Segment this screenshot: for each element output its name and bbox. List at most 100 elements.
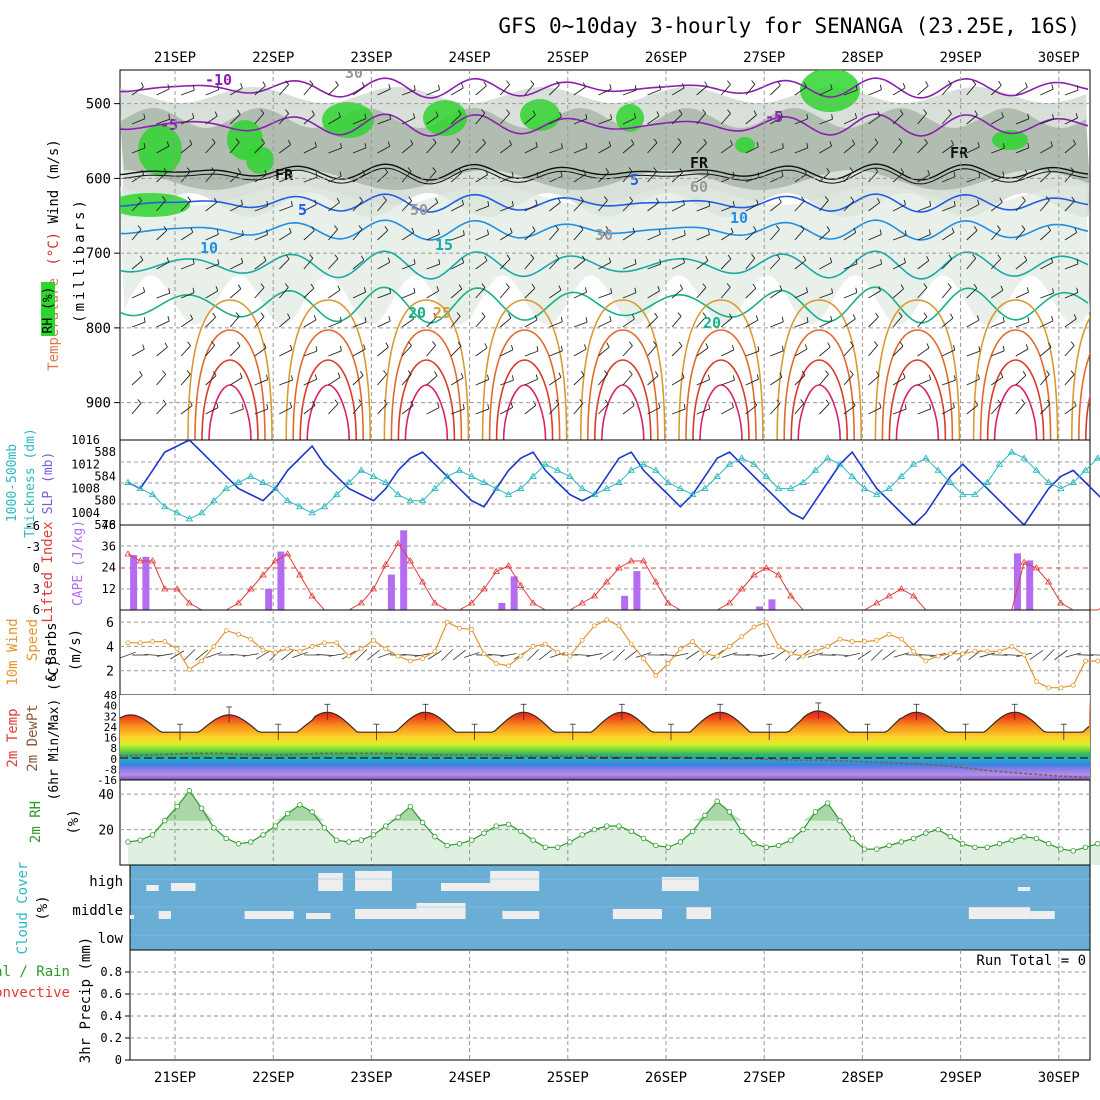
wind-barb <box>1064 405 1077 415</box>
wind-barb <box>131 259 144 270</box>
wind-barb-flag <box>953 200 956 207</box>
wind-barb <box>917 142 928 154</box>
wind10m-marker <box>960 651 966 657</box>
wind-barb-flag <box>192 258 195 264</box>
wind-barb <box>426 202 438 212</box>
wind-barb-flag <box>337 285 341 291</box>
wind-barb <box>303 146 317 154</box>
contour-label: 5 <box>630 171 639 189</box>
wind10m-marker <box>935 653 941 659</box>
wind-barb-flag <box>167 84 170 90</box>
wind-barb <box>868 345 878 357</box>
wind-barb <box>917 113 927 125</box>
isotherm-warm-core <box>580 299 666 440</box>
wind-barb-flag <box>413 287 416 293</box>
cloud-high-bar <box>661 877 699 891</box>
wind-barb-flag <box>996 225 1001 230</box>
temp-tick-label: 40 <box>104 700 117 713</box>
wind10m-marker <box>579 637 585 643</box>
wind-barb <box>450 288 463 299</box>
wind-barb <box>205 375 217 386</box>
wind-barb-flag <box>143 113 146 119</box>
contour-label: 15 <box>435 236 453 254</box>
rh2m-marker <box>1070 848 1076 854</box>
wind-barb-flag <box>314 141 317 147</box>
rh2m-marker <box>309 809 315 815</box>
isotherm-warm-core <box>895 384 940 440</box>
wind-barb-flag <box>284 283 289 288</box>
wind-barb <box>229 377 243 386</box>
rh2m-marker <box>960 841 966 847</box>
cape-tick-label: 48 <box>102 518 116 532</box>
wind-barb <box>598 172 609 183</box>
lifted-index-marker <box>480 585 488 592</box>
thickness-marker <box>541 460 550 467</box>
temp-mask <box>120 695 1090 733</box>
wind-barb-flag <box>166 141 170 147</box>
wind-barb <box>671 262 685 270</box>
wind-barb-flag <box>266 201 269 207</box>
wind-barb <box>1064 345 1075 357</box>
wind-barb <box>622 318 635 328</box>
wind-barb-flag <box>535 141 538 147</box>
wind10m-barb <box>599 650 614 660</box>
wind-barb <box>279 407 292 415</box>
wind-barb <box>303 287 315 299</box>
wind-barb <box>622 171 633 183</box>
wind-barb <box>401 89 416 96</box>
date-label-top: 27SEP <box>743 50 785 66</box>
wind-barb <box>941 84 952 96</box>
wind-barb <box>229 345 241 357</box>
wind-barb <box>622 345 633 357</box>
isotherm-warm-core <box>292 329 364 440</box>
wind-barb <box>401 231 415 241</box>
wind-barb-flag <box>947 80 952 85</box>
rh2m-marker <box>812 809 819 815</box>
wind-barb <box>720 258 732 270</box>
wind-barb-flag <box>727 80 731 85</box>
wind-barb-flag <box>1096 139 1099 143</box>
upper-label-pressure: (millibars) <box>72 197 88 323</box>
wind-barb-flag <box>781 316 784 322</box>
rh2m-marker <box>419 819 426 826</box>
wind-barb <box>720 113 731 125</box>
wind10m-marker <box>530 644 536 649</box>
wind-barb-flag <box>438 84 441 90</box>
wind-barb <box>229 204 243 212</box>
wind-barb-flag <box>752 283 757 289</box>
cloud-unit: (%) <box>35 895 51 920</box>
wind-barb-flag <box>530 254 535 259</box>
wind-barb-flag <box>653 167 658 172</box>
wind-barb-flag <box>285 254 290 260</box>
contour-label: 20 <box>408 304 426 322</box>
wind-barb-flag <box>291 375 293 381</box>
cape-bars <box>130 530 1034 610</box>
wind-label-unit: (m/s) <box>68 629 84 671</box>
wind-barb-flag <box>1027 142 1030 148</box>
date-label-bottom: 29SEP <box>940 1070 982 1086</box>
wind-barb <box>819 88 833 96</box>
rh2m-marker <box>518 828 524 835</box>
wind-barb-flag <box>511 344 514 351</box>
wind-barb-flag <box>211 341 216 346</box>
wind-barb-flag <box>137 225 142 230</box>
wind-barb <box>524 350 539 357</box>
wind-barb <box>1064 232 1077 241</box>
wind10m-barb <box>807 652 824 658</box>
wind-barb-flag <box>266 229 269 235</box>
wind10m-marker <box>236 631 241 637</box>
wind-barb <box>1015 173 1028 183</box>
wind-barb-flag <box>364 142 367 148</box>
wind-barb <box>524 146 538 154</box>
wind-barb <box>131 348 145 357</box>
wind-barb-flag <box>948 254 953 260</box>
wind-barb <box>941 258 953 270</box>
wind-barb-flag <box>1096 168 1099 172</box>
wind10m-barb <box>242 653 259 657</box>
rh-blob <box>322 102 374 138</box>
wind-barb <box>180 374 191 386</box>
wind-barb-flag <box>779 372 783 378</box>
wind-barb-flag <box>923 283 928 288</box>
wind-barb-flag <box>824 196 829 201</box>
wind-barb-flag <box>143 142 146 148</box>
